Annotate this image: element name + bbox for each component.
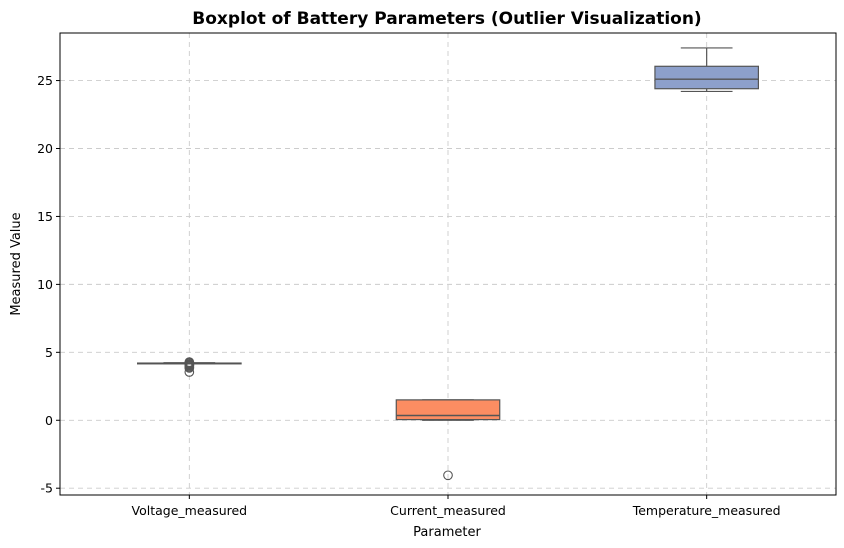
outlier-point [184, 363, 195, 373]
y-tick-label: 25 [37, 73, 53, 88]
x-tick-label: Voltage_measured [132, 503, 248, 518]
y-tick-label: 10 [37, 277, 53, 292]
boxes [137, 47, 760, 481]
x-tick-label: Current_measured [390, 503, 506, 518]
box-Voltage_measured [137, 357, 242, 377]
chart-title: Boxplot of Battery Parameters (Outlier V… [192, 9, 701, 29]
box-Temperature_measured [654, 47, 760, 93]
y-tick-label: 5 [45, 345, 53, 360]
y-tick-label: 0 [45, 413, 53, 428]
y-tick-label: 15 [37, 209, 53, 224]
plot-area-frame [59, 32, 837, 496]
x-axis-label: Parameter [413, 525, 481, 540]
outlier-point [184, 367, 195, 377]
grid [60, 33, 836, 495]
iqr-box [395, 399, 501, 421]
outlier-point [443, 470, 453, 481]
iqr-box [654, 65, 760, 90]
y-axis-ticks: -5 0 5 10 15 20 25 [37, 73, 60, 496]
y-axis-label: Measured Value [9, 212, 24, 315]
y-tick-label: -5 [41, 481, 53, 496]
x-axis-ticks: Voltage_measured Current_measured Temperat… [132, 495, 781, 518]
y-tick-label: 20 [37, 141, 53, 156]
x-tick-label: Temperature_measured [632, 503, 781, 518]
box-Current_measured [395, 399, 501, 481]
